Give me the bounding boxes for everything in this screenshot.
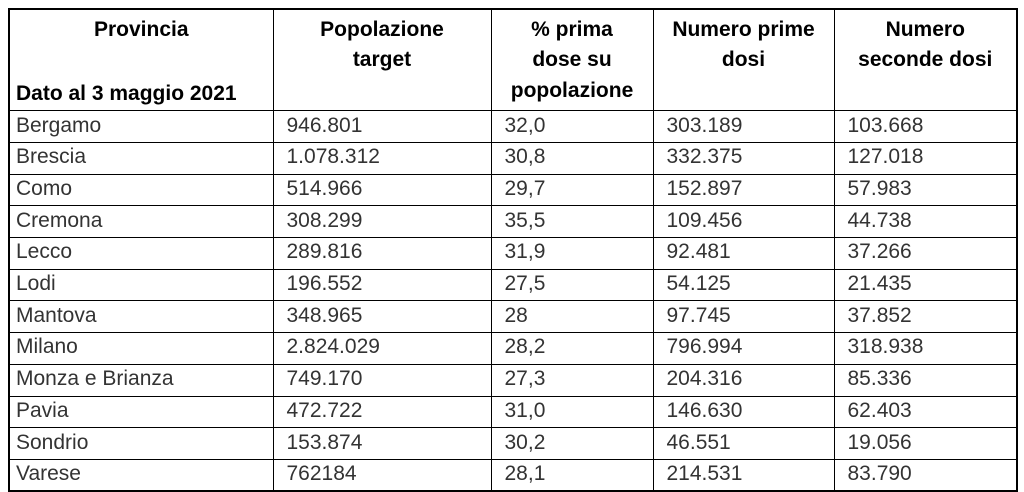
column-header-popolazione-target: Popolazione target — [272, 8, 492, 112]
cell-numero-prime-dosi: 92.481 — [652, 237, 835, 270]
cell-pct-prima-dose-su-popolazione: 29,7 — [490, 173, 654, 207]
cell-numero-prime-dosi: 152.897 — [652, 173, 835, 207]
table-row: Varese 762184 28,1 214.531 83.790 — [8, 458, 1018, 492]
cell-pct-prima-dose-su-popolazione: 28,2 — [490, 332, 654, 365]
cell-numero-prime-dosi: 303.189 — [652, 110, 835, 143]
table-row: Mantova 348.965 28 97.745 37.852 — [8, 300, 1018, 334]
cell-popolazione-target: 308.299 — [272, 205, 492, 239]
cell-popolazione-target: 514.966 — [272, 173, 492, 207]
table-row: Sondrio 153.874 30,2 46.551 19.056 — [8, 427, 1018, 460]
table-header: Provincia Dato al 3 maggio 2021 Popolazi… — [8, 8, 1018, 112]
column-header-provincia-title: Provincia — [93, 18, 189, 41]
header-date-note: Dato al 3 maggio 2021 — [16, 82, 237, 106]
cell-pct-prima-dose-su-popolazione: 28,1 — [490, 458, 654, 492]
table-row: Pavia 472.722 31,0 146.630 62.403 — [8, 395, 1018, 429]
cell-numero-seconde-dosi: 19.056 — [833, 427, 1018, 460]
cell-provincia: Lodi — [8, 268, 274, 302]
cell-pct-prima-dose-su-popolazione: 31,9 — [490, 237, 654, 270]
cell-popolazione-target: 2.824.029 — [272, 332, 492, 365]
cell-pct-prima-dose-su-popolazione: 32,0 — [490, 110, 654, 143]
column-header-numero-prime-dosi: Numero prime dosi — [652, 8, 835, 112]
table-row: Lecco 289.816 31,9 92.481 37.266 — [8, 237, 1018, 270]
table-row: Monza e Brianza 749.170 27,3 204.316 85.336 — [8, 363, 1018, 397]
cell-numero-prime-dosi: 214.531 — [652, 458, 835, 492]
cell-pct-prima-dose-su-popolazione: 30,8 — [490, 142, 654, 175]
cell-popolazione-target: 289.816 — [272, 237, 492, 270]
cell-provincia: Milano — [8, 332, 274, 365]
cell-provincia: Como — [8, 173, 274, 207]
cell-numero-prime-dosi: 796.994 — [652, 332, 835, 365]
cell-pct-prima-dose-su-popolazione: 27,5 — [490, 268, 654, 302]
cell-provincia: Cremona — [8, 205, 274, 239]
cell-provincia: Bergamo — [8, 110, 274, 143]
cell-numero-seconde-dosi: 318.938 — [833, 332, 1018, 365]
cell-popolazione-target: 762184 — [272, 458, 492, 492]
cell-numero-prime-dosi: 109.456 — [652, 205, 835, 239]
column-header-provincia: Provincia Dato al 3 maggio 2021 — [8, 8, 274, 112]
cell-pct-prima-dose-su-popolazione: 30,2 — [490, 427, 654, 460]
cell-popolazione-target: 348.965 — [272, 300, 492, 334]
cell-pct-prima-dose-su-popolazione: 31,0 — [490, 395, 654, 429]
header-row: Provincia Dato al 3 maggio 2021 Popolazi… — [8, 8, 1018, 112]
cell-provincia: Sondrio — [8, 427, 274, 460]
table-row: Lodi 196.552 27,5 54.125 21.435 — [8, 268, 1018, 302]
cell-provincia: Monza e Brianza — [8, 363, 274, 397]
cell-provincia: Pavia — [8, 395, 274, 429]
cell-numero-seconde-dosi: 83.790 — [833, 458, 1018, 492]
table-row: Brescia 1.078.312 30,8 332.375 127.018 — [8, 142, 1018, 175]
cell-pct-prima-dose-su-popolazione: 28 — [490, 300, 654, 334]
column-header-numero-seconde-dosi: Numero seconde dosi — [833, 8, 1018, 112]
cell-popolazione-target: 946.801 — [272, 110, 492, 143]
cell-numero-seconde-dosi: 57.983 — [833, 173, 1018, 207]
cell-numero-seconde-dosi: 62.403 — [833, 395, 1018, 429]
cell-popolazione-target: 1.078.312 — [272, 142, 492, 175]
cell-numero-seconde-dosi: 37.852 — [833, 300, 1018, 334]
cell-numero-prime-dosi: 54.125 — [652, 268, 835, 302]
cell-numero-prime-dosi: 146.630 — [652, 395, 835, 429]
vaccination-table: Provincia Dato al 3 maggio 2021 Popolazi… — [8, 8, 1018, 492]
cell-numero-seconde-dosi: 85.336 — [833, 363, 1018, 397]
table-row: Como 514.966 29,7 152.897 57.983 — [8, 173, 1018, 207]
cell-numero-seconde-dosi: 103.668 — [833, 110, 1018, 143]
cell-pct-prima-dose-su-popolazione: 35,5 — [490, 205, 654, 239]
cell-provincia: Mantova — [8, 300, 274, 334]
cell-numero-seconde-dosi: 21.435 — [833, 268, 1018, 302]
cell-provincia: Lecco — [8, 237, 274, 270]
table-row: Cremona 308.299 35,5 109.456 44.738 — [8, 205, 1018, 239]
table-row: Bergamo 946.801 32,0 303.189 103.668 — [8, 110, 1018, 143]
cell-popolazione-target: 749.170 — [272, 363, 492, 397]
cell-popolazione-target: 472.722 — [272, 395, 492, 429]
table-body: Bergamo 946.801 32,0 303.189 103.668 Brescia 1… — [8, 110, 1018, 492]
cell-popolazione-target: 196.552 — [272, 268, 492, 302]
cell-provincia: Brescia — [8, 142, 274, 175]
cell-popolazione-target: 153.874 — [272, 427, 492, 460]
cell-numero-seconde-dosi: 37.266 — [833, 237, 1018, 270]
cell-numero-seconde-dosi: 44.738 — [833, 205, 1018, 239]
cell-numero-prime-dosi: 204.316 — [652, 363, 835, 397]
column-header-pct-prima-dose: % prima dose su popolazione — [490, 8, 654, 112]
cell-pct-prima-dose-su-popolazione: 27,3 — [490, 363, 654, 397]
cell-numero-prime-dosi: 46.551 — [652, 427, 835, 460]
cell-numero-prime-dosi: 97.745 — [652, 300, 835, 334]
cell-provincia: Varese — [8, 458, 274, 492]
cell-numero-prime-dosi: 332.375 — [652, 142, 835, 175]
table-row: Milano 2.824.029 28,2 796.994 318.938 — [8, 332, 1018, 365]
cell-numero-seconde-dosi: 127.018 — [833, 142, 1018, 175]
